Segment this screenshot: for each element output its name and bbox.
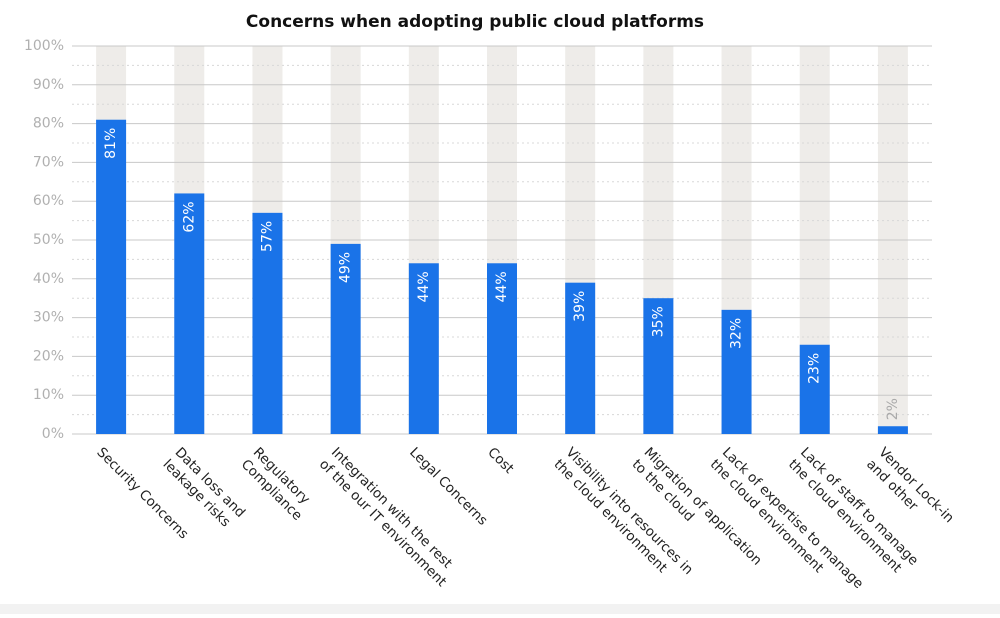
y-tick-label: 90% [33,77,64,93]
bar [408,263,439,434]
bar [174,193,205,434]
bar [565,282,596,434]
value-label: 35% [650,306,666,337]
footer-strip [0,604,1000,614]
value-label: 23% [807,353,823,384]
value-label: 39% [572,291,588,322]
y-tick-label: 50% [33,232,64,248]
y-tick-label: 60% [33,193,64,209]
x-tick-label-line: Cost [484,444,517,477]
y-tick-label: 10% [33,387,64,403]
x-tick-label: Legal Concerns [406,444,490,528]
bar [799,344,830,434]
bar [877,426,908,434]
value-label: 62% [181,201,197,232]
y-tick-label: 100% [24,38,64,54]
value-label: 49% [338,252,354,283]
y-tick-label: 0% [42,426,64,442]
value-label: 57% [259,221,275,252]
bar [643,298,674,434]
y-tick-label: 80% [33,116,64,132]
bar [252,212,283,434]
y-tick-label: 40% [33,271,64,287]
y-tick-label: 70% [33,154,64,170]
bar [721,309,752,434]
x-tick-label-line: Legal Concerns [406,444,490,528]
x-tick-label: RegulatoryCompliance [238,444,318,524]
y-tick-label: 20% [33,348,64,364]
value-label: 32% [729,318,745,349]
value-label: 81% [103,128,119,159]
chart-title: Concerns when adopting public cloud plat… [246,12,704,32]
value-label: 44% [416,271,432,302]
x-tick-label: Cost [484,444,517,477]
value-label: 44% [494,271,510,302]
bar [330,243,361,434]
y-tick-label: 30% [33,310,64,326]
bar [96,119,127,434]
bar [487,263,517,434]
value-label: 2% [885,398,901,420]
